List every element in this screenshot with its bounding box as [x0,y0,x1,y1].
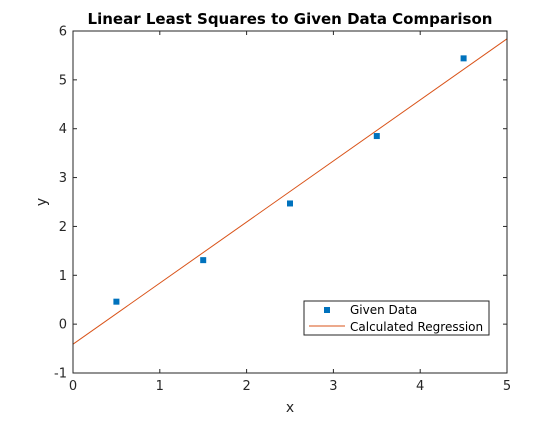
legend-label-calculated-regression: Calculated Regression [350,320,483,334]
legend[interactable]: Given Data Calculated Regression [304,301,489,335]
y-tick-label: -1 [54,367,67,382]
y-tick-label: 2 [59,220,67,235]
y-tick-label: 5 [59,73,67,88]
x-tick-label: 5 [503,379,511,394]
y-tick-label: 4 [59,122,67,137]
x-axis-label: x [286,400,294,416]
chart-title: Linear Least Squares to Given Data Compa… [88,10,493,28]
y-tick-label: 3 [59,171,67,186]
y-tick-label: 6 [59,25,67,40]
x-tick-label: 3 [329,379,337,394]
y-axis-label: y [34,198,50,206]
x-tick-label: 1 [156,379,164,394]
legend-marker-given-data [324,307,330,313]
y-tick-label: 0 [59,318,67,333]
data-point [374,133,380,139]
data-point [113,299,119,305]
legend-label-given-data: Given Data [350,303,417,317]
data-point [287,200,293,206]
y-tick-label: 1 [59,269,67,284]
data-point [200,257,206,263]
x-tick-label: 0 [69,379,77,394]
data-point [461,55,467,61]
x-tick-label: 2 [242,379,250,394]
x-tick-label: 4 [416,379,424,394]
